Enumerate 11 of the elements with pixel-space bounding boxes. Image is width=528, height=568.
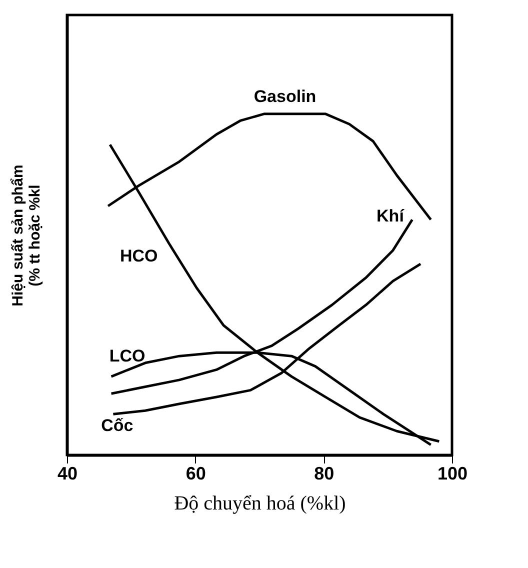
x-tick-label: 100 — [437, 464, 468, 484]
x-tick-label: 80 — [314, 464, 334, 484]
x-tick-label: 60 — [186, 464, 206, 484]
series-label: Khí — [376, 206, 406, 226]
x-tick-label: 40 — [57, 464, 78, 484]
series-label: Cốc — [101, 416, 134, 436]
x-axis-title: Độ chuyển hoá (%kl) — [174, 492, 346, 514]
series-label: Gasolin — [254, 86, 316, 106]
series-label: LCO — [109, 346, 146, 366]
series-label: HCO — [120, 246, 158, 266]
y-axis-title: Hiệu suất sản phẩm (% tt hoặc %kl — [10, 164, 44, 306]
